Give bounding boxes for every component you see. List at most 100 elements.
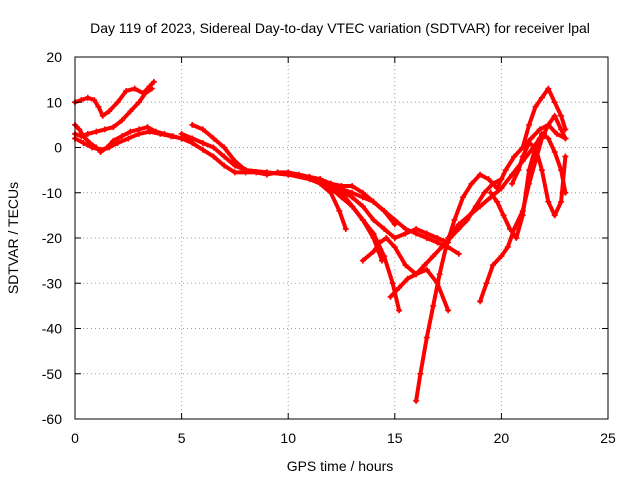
- data-point: [131, 85, 138, 92]
- data-point: [417, 370, 424, 377]
- data-point: [323, 180, 330, 187]
- data-point: [396, 307, 403, 314]
- data-point: [551, 112, 558, 119]
- y-tick-label: -60: [42, 411, 62, 427]
- y-tick-label: -30: [42, 275, 62, 291]
- data-point: [511, 153, 518, 160]
- data-point: [413, 230, 420, 237]
- data-point: [231, 158, 238, 165]
- data-point: [562, 126, 569, 133]
- data-point: [127, 128, 134, 135]
- data-point: [84, 94, 91, 101]
- data-point: [545, 85, 552, 92]
- data-point: [545, 198, 552, 205]
- data-point: [231, 169, 238, 176]
- data-point: [106, 108, 113, 115]
- y-axis-title: SDTVAR / TECUs: [5, 182, 21, 294]
- data-point: [562, 153, 569, 160]
- data-point: [483, 280, 490, 287]
- x-tick-label: 25: [600, 430, 616, 446]
- data-point: [127, 108, 134, 115]
- data-point: [487, 189, 494, 196]
- data-point: [97, 146, 104, 153]
- data-point: [101, 126, 108, 133]
- x-tick-label: 20: [494, 430, 510, 446]
- data-point: [118, 133, 125, 140]
- data-point: [558, 112, 565, 119]
- data-point: [349, 189, 356, 196]
- data-point: [455, 221, 462, 228]
- data-point: [157, 130, 164, 137]
- data-point: [519, 212, 526, 219]
- data-point: [509, 171, 516, 178]
- data-point: [381, 207, 388, 214]
- data-point: [78, 133, 85, 140]
- data-point: [146, 128, 153, 135]
- data-point: [532, 144, 539, 151]
- data-point: [148, 85, 155, 92]
- data-point: [349, 182, 356, 189]
- data-point: [99, 112, 106, 119]
- x-tick-label: 15: [387, 430, 403, 446]
- ticks: 0 5 10 15 20 25 20 10 0 -10 -20 -30 -40 -50 -60: [42, 49, 616, 446]
- data-point: [526, 167, 533, 174]
- y-tick-label: -10: [42, 185, 62, 201]
- data-point: [349, 203, 356, 210]
- data-point: [402, 225, 409, 232]
- data-point: [553, 130, 560, 137]
- data-point: [494, 198, 501, 205]
- data-point: [135, 99, 142, 106]
- data-point: [125, 135, 132, 142]
- data-point: [306, 173, 313, 180]
- data-point: [468, 180, 475, 187]
- data-point: [221, 153, 228, 160]
- data-point: [391, 244, 398, 251]
- data-point: [477, 203, 484, 210]
- data-point: [519, 144, 526, 151]
- data-point: [142, 90, 149, 97]
- data-point: [210, 135, 217, 142]
- data-point: [199, 126, 206, 133]
- data-point: [477, 171, 484, 178]
- data-point: [383, 235, 390, 241]
- data-point: [466, 212, 473, 219]
- x-axis-title: GPS time / hours: [287, 458, 394, 474]
- data-point: [506, 225, 513, 232]
- data-point: [285, 171, 292, 178]
- data-point: [342, 225, 349, 232]
- data-point: [123, 87, 130, 94]
- data-point: [95, 103, 102, 110]
- data-point: [526, 121, 533, 128]
- data-point: [402, 262, 409, 269]
- data-point: [221, 144, 228, 151]
- data-point: [359, 203, 366, 210]
- data-point: [502, 167, 509, 174]
- x-tick-label: 10: [280, 430, 296, 446]
- data-point: [519, 153, 526, 160]
- data-point: [558, 198, 565, 205]
- plot-frame: [74, 56, 609, 420]
- data-point: [498, 185, 505, 192]
- data-point: [387, 293, 394, 300]
- data-point: [434, 239, 441, 246]
- data-point: [509, 180, 516, 187]
- data-point: [500, 212, 507, 219]
- y-tick-label: 20: [46, 49, 62, 65]
- data-point: [423, 334, 430, 341]
- data-point: [477, 298, 484, 305]
- series-track-18: [520, 86, 568, 150]
- data-point: [423, 266, 430, 273]
- data-point: [421, 262, 428, 269]
- data-point: [513, 235, 520, 241]
- series-group: [72, 78, 569, 404]
- data-point: [110, 124, 117, 131]
- y-tick-label: -40: [42, 321, 62, 337]
- data-point: [91, 96, 98, 103]
- data-point: [114, 99, 121, 106]
- data-point: [118, 117, 125, 124]
- data-point: [370, 230, 377, 237]
- data-point: [381, 225, 388, 232]
- data-point: [359, 194, 366, 201]
- y-tick-label: 0: [54, 140, 62, 156]
- data-point: [451, 216, 458, 223]
